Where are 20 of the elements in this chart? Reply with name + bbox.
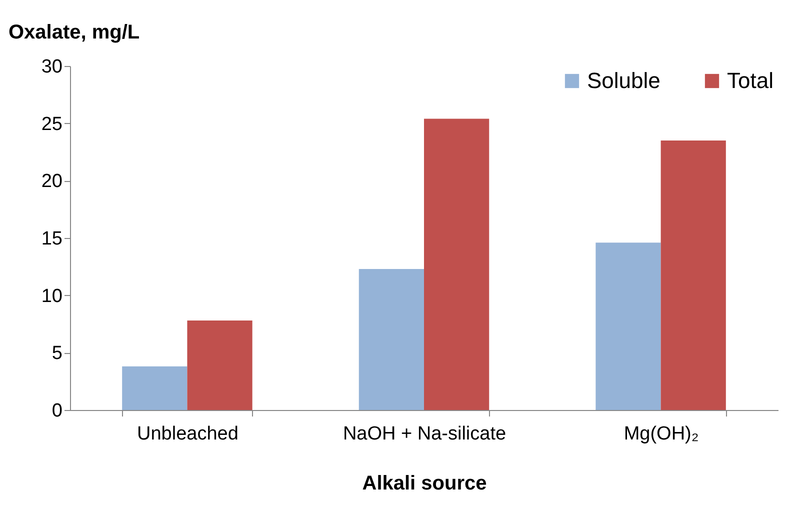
bar	[122, 366, 188, 410]
legend-label: Soluble	[587, 68, 660, 93]
bar	[187, 320, 252, 410]
y-tick-label: 0	[52, 400, 62, 422]
bar	[596, 242, 661, 410]
bar	[358, 268, 424, 410]
bar	[424, 118, 490, 410]
y-axis-title: Oxalate, mg/L	[8, 22, 140, 44]
x-tick-label: Unbleached	[137, 424, 238, 444]
y-tick-label: 25	[41, 114, 62, 135]
legend-label: Total	[727, 68, 774, 93]
bar	[660, 140, 726, 410]
x-tick-label: NaOH + Na-silicate	[342, 424, 506, 444]
y-tick-label: 5	[52, 343, 62, 364]
y-tick-label: 10	[41, 286, 62, 307]
y-tick-label: 30	[41, 56, 62, 78]
y-tick-label: 20	[41, 171, 62, 192]
x-tick-label: Mg(OH)₂	[624, 424, 699, 444]
x-axis-title: Alkali source	[362, 472, 487, 494]
y-tick-label: 15	[41, 228, 62, 250]
